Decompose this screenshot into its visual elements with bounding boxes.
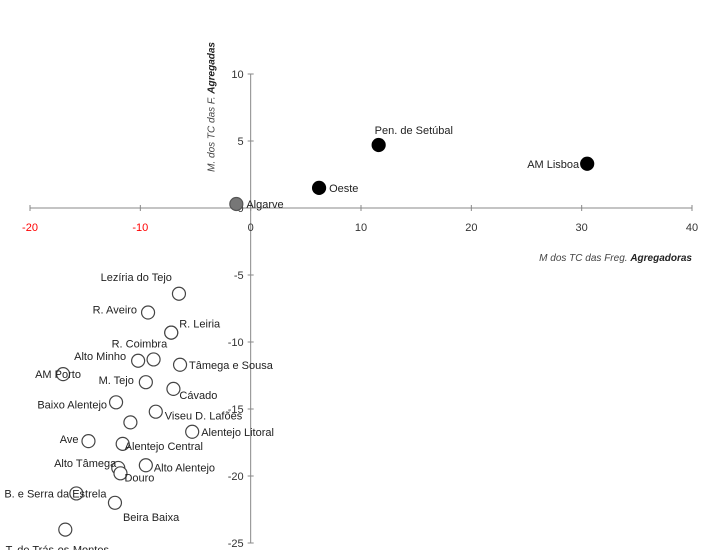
point-label: Oeste bbox=[329, 183, 358, 195]
scatter-point bbox=[140, 305, 156, 320]
point-label: Cávado bbox=[179, 390, 217, 402]
x-tick-label: 30 bbox=[576, 222, 588, 234]
y-tick-label: -10 bbox=[228, 337, 244, 349]
point-label: AM Porto bbox=[35, 369, 81, 381]
point-label: Alentejo Litoral bbox=[201, 427, 274, 439]
y-axis-title-prefix: M. dos TC das F. bbox=[207, 96, 218, 171]
point-label: Algarve bbox=[246, 199, 283, 211]
scatter-point bbox=[131, 353, 146, 368]
scatter-point bbox=[166, 381, 181, 396]
y-tick-label: -20 bbox=[228, 471, 244, 483]
point-label: Alto Alentejo bbox=[154, 462, 215, 474]
x-axis-title-bold: Agregadoras bbox=[629, 253, 692, 264]
point-label: Tâmega e Sousa bbox=[189, 360, 274, 372]
point-label: Ave bbox=[60, 434, 79, 446]
scatter-point bbox=[172, 357, 188, 372]
point-label: Douro bbox=[124, 472, 154, 484]
point-label: Pen. de Setúbal bbox=[375, 125, 453, 137]
axes bbox=[29, 73, 693, 544]
point-labels: Pen. de Setúbal AM Lisboa Oeste Algarve Lezí… bbox=[4, 125, 580, 550]
data-points bbox=[55, 137, 595, 537]
y-tick-label: 10 bbox=[231, 69, 243, 81]
scatter-point bbox=[185, 424, 200, 439]
scatter-point bbox=[171, 286, 187, 301]
point-label: Alentejo Central bbox=[125, 441, 203, 453]
x-tick-label: 10 bbox=[355, 222, 367, 234]
x-tick-label: 20 bbox=[465, 222, 477, 234]
scatter-point bbox=[148, 404, 163, 419]
point-label: Alto Minho bbox=[74, 351, 126, 363]
y-tick-label: -15 bbox=[228, 404, 244, 416]
y-axis-title-bold: Agregadas bbox=[207, 42, 218, 95]
scatter-point bbox=[138, 375, 153, 390]
scatter-point bbox=[58, 522, 73, 537]
y-tick-label: -5 bbox=[234, 270, 244, 282]
point-label: Alto Tâmega bbox=[54, 458, 117, 470]
point-label: R. Leiria bbox=[179, 319, 221, 331]
point-label: Baixo Alentejo bbox=[37, 399, 107, 411]
point-label: M. Tejo bbox=[99, 375, 134, 387]
y-tick-label: 5 bbox=[238, 136, 244, 148]
point-label: Viseu D. Lafões bbox=[165, 411, 243, 423]
scatter-point bbox=[311, 180, 327, 195]
point-label: B. e Serra da Estrela bbox=[4, 488, 107, 500]
scatter-point bbox=[146, 352, 161, 367]
point-label: T. de Trás-os-Montes bbox=[6, 545, 110, 550]
scatter-point bbox=[229, 196, 244, 212]
point-label: Lezíria do Tejo bbox=[101, 272, 172, 284]
x-axis-title: M dos TC das Freg. Agregadoras bbox=[539, 253, 692, 264]
y-tick-labels: -25-20-15-10-50510 bbox=[228, 69, 244, 550]
x-tick-label: 0 bbox=[248, 222, 254, 234]
scatter-point bbox=[108, 395, 124, 410]
point-label: AM Lisboa bbox=[527, 159, 580, 171]
x-tick-label: -20 bbox=[22, 222, 38, 234]
point-label: Beira Baixa bbox=[123, 512, 180, 524]
scatter-point bbox=[113, 466, 128, 481]
scatter-point bbox=[69, 486, 84, 501]
scatter-point bbox=[580, 156, 595, 171]
scatter-point bbox=[138, 458, 153, 473]
point-label: R. Aveiro bbox=[93, 305, 137, 317]
x-tick-labels: -20 -10 0 10 20 30 40 bbox=[22, 222, 698, 234]
x-tick-label: -10 bbox=[132, 222, 148, 234]
y-tick-label: -25 bbox=[228, 538, 244, 550]
scatter-point bbox=[115, 436, 130, 451]
scatter-point bbox=[164, 325, 179, 340]
scatter-point bbox=[107, 495, 123, 510]
scatter-point bbox=[55, 367, 71, 382]
point-label: R. Coimbra bbox=[112, 339, 169, 351]
x-tick-label: 40 bbox=[686, 222, 698, 234]
y-axis-title: M. dos TC das F. Agregadas bbox=[207, 42, 218, 172]
scatter-point bbox=[371, 137, 386, 153]
x-axis-title-prefix: M dos TC das Freg. bbox=[539, 253, 627, 264]
scatter-point bbox=[123, 415, 138, 430]
scatter-point bbox=[81, 434, 96, 449]
